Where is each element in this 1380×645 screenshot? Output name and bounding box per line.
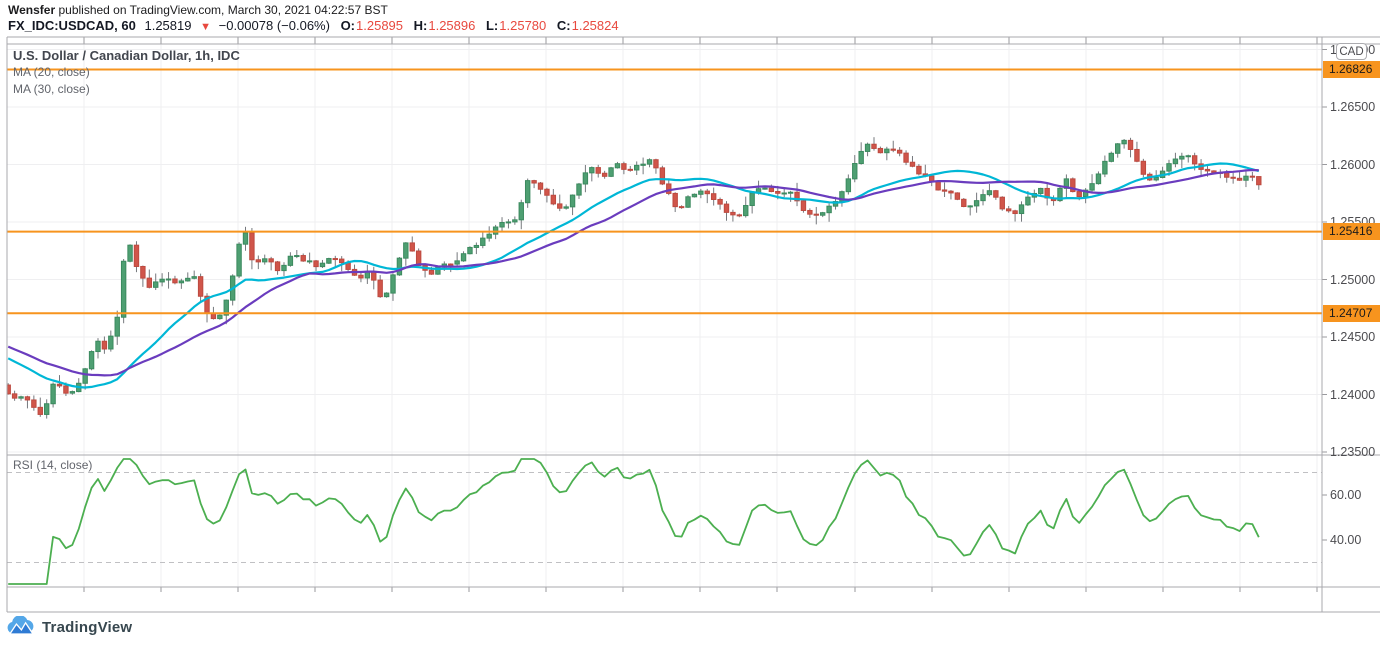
price-level-badge: 1.24707: [1323, 304, 1380, 322]
rsi-label[interactable]: RSI (14, close): [13, 458, 93, 472]
price-tick-label: 1.26500: [1330, 100, 1376, 114]
price-tick-label: 1.23500: [1330, 445, 1376, 459]
price-tick-label: 1.26000: [1330, 157, 1376, 172]
logo-text: TradingView: [42, 618, 133, 636]
price-tick-label: 1.24500: [1330, 330, 1376, 344]
byline-text: published on TradingView.com, March 30, …: [55, 3, 388, 17]
ma20-label[interactable]: MA (20, close): [13, 65, 90, 79]
down-triangle-icon: ▼: [200, 21, 211, 33]
tradingview-cloud-icon: [7, 616, 35, 635]
open-label: O:: [340, 18, 356, 33]
price-level-badge: 1.26826: [1323, 61, 1380, 78]
ma30-line: [7, 168, 1259, 377]
chart-title[interactable]: U.S. Dollar / Canadian Dollar, 1h, IDC: [13, 48, 240, 63]
price-tick-label: 1.25000: [1330, 272, 1376, 287]
currency-button[interactable]: CAD: [1336, 43, 1367, 60]
symbol-legend[interactable]: FX_IDC:USDCAD, 60 1.25819 ▼ −0.00078 (−0…: [8, 18, 619, 33]
byline-author: Wensfer: [8, 3, 56, 17]
open-value: 1.25895: [356, 18, 404, 33]
price-tick-label: 1.24000: [1330, 387, 1376, 402]
candles-layer: [7, 137, 1262, 419]
close-value: 1.25824: [571, 18, 619, 33]
ma30-label[interactable]: MA (30, close): [13, 82, 90, 96]
high-value: 1.25896: [428, 18, 476, 33]
rsi-line: [8, 458, 1260, 585]
low-value: 1.25780: [499, 18, 547, 33]
rsi-tick-label: 60.00: [1330, 488, 1362, 502]
price-change: −0.00078 (−0.06%): [218, 18, 330, 33]
low-label: L:: [485, 18, 499, 33]
ma20-line: [7, 162, 1260, 389]
last-price: 1.25819: [144, 18, 192, 33]
close-label: C:: [556, 18, 571, 33]
rsi-tick-label: 40.00: [1330, 533, 1362, 547]
tradingview-logo[interactable]: TradingView: [6, 616, 132, 638]
symbol-name: FX_IDC:USDCAD, 60: [8, 18, 136, 33]
price-level-badge: 1.25416: [1323, 223, 1380, 241]
byline: Wensfer published on TradingView.com, Ma…: [8, 3, 388, 17]
high-label: H:: [413, 18, 428, 33]
